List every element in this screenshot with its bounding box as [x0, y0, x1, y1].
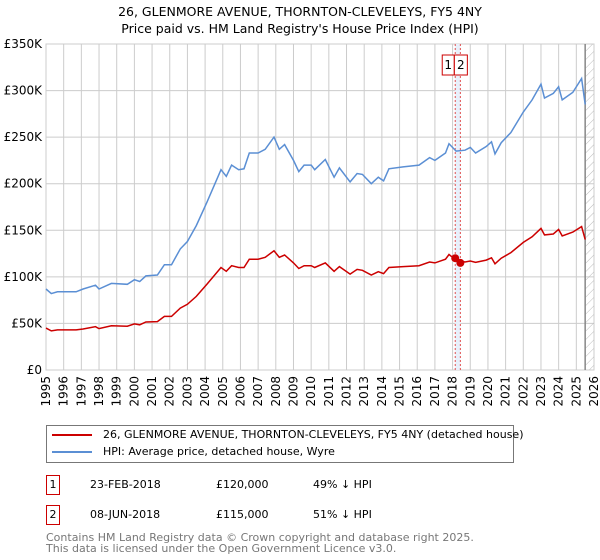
sale-band	[455, 44, 461, 370]
x-tick-label: 2011	[322, 376, 336, 407]
x-tick-label: 1999	[110, 376, 124, 407]
series-line	[45, 76, 586, 295]
y-tick-label: £350K	[4, 37, 44, 51]
x-tick-label: 2016	[410, 376, 424, 407]
chart-legend: 26, GLENMORE AVENUE, THORNTON-CLEVELEYS,…	[46, 425, 524, 463]
x-tick-label: 2000	[127, 376, 141, 407]
plot-area	[45, 43, 595, 371]
transaction-badge: 1	[46, 475, 60, 495]
x-tick-label: 2018	[446, 376, 460, 407]
x-tick-label: 2007	[251, 376, 265, 407]
x-tick-label: 2017	[428, 376, 442, 407]
x-tick-label: 2006	[233, 376, 247, 407]
chart-title: 26, GLENMORE AVENUE, THORNTON-CLEVELEYS,…	[118, 4, 482, 19]
x-tick-label: 2026	[587, 376, 600, 407]
x-tick-label: 2012	[340, 376, 354, 407]
x-tick-label: 2005	[216, 376, 230, 407]
y-tick-label: £250K	[4, 130, 44, 144]
y-tick-label: £50K	[11, 316, 43, 330]
x-tick-label: 2025	[569, 376, 583, 407]
legend-swatch-red	[52, 434, 92, 436]
sale-badge	[453, 54, 468, 76]
transaction-date: 23-FEB-2018	[90, 478, 161, 491]
legend-label: 26, GLENMORE AVENUE, THORNTON-CLEVELEYS,…	[103, 428, 524, 441]
x-tick-label: 2015	[393, 376, 407, 407]
x-tick-label: 2004	[198, 376, 212, 407]
transaction-hpi: 51% ↓ HPI	[313, 508, 372, 521]
y-tick-label: £200K	[4, 177, 44, 191]
x-tick-label: 1996	[57, 376, 71, 407]
x-tick-label: 2003	[180, 376, 194, 407]
x-tick-label: 1998	[92, 376, 106, 407]
footer-licence: This data is licensed under the Open Gov…	[46, 542, 397, 555]
series-line	[45, 225, 586, 332]
transaction-badge: 2	[46, 505, 60, 525]
chart-subtitle: Price paid vs. HM Land Registry's House …	[121, 21, 479, 36]
sale-badge-label: 1	[444, 58, 452, 72]
x-tick-label: 2021	[499, 376, 513, 407]
x-tick-label: 2023	[534, 376, 548, 407]
transaction-row: 1 23-FEB-2018 £120,000 49% ↓ HPI	[46, 475, 546, 495]
x-tick-label: 2008	[269, 376, 283, 407]
footer-copyright: Contains HM Land Registry data © Crown c…	[46, 531, 474, 544]
sale-point	[456, 258, 465, 267]
x-tick-label: 2001	[145, 376, 159, 407]
transaction-row: 2 08-JUN-2018 £115,000 51% ↓ HPI	[46, 505, 546, 525]
x-tick-label: 1997	[74, 376, 88, 407]
y-tick-label: £150K	[4, 223, 44, 237]
x-tick-label: 2002	[163, 376, 177, 407]
y-tick-label: £300K	[4, 84, 44, 98]
x-tick-label: 2013	[357, 376, 371, 407]
sale-badge-label: 2	[457, 58, 465, 72]
x-tick-label: 1995	[39, 376, 53, 407]
y-tick-label: £100K	[4, 270, 44, 284]
x-tick-label: 2020	[481, 376, 495, 407]
forecast-hatch	[585, 44, 594, 370]
sale-point	[451, 254, 460, 263]
legend-label: HPI: Average price, detached house, Wyre	[103, 445, 335, 458]
x-tick-label: 2010	[304, 376, 318, 407]
transaction-hpi: 49% ↓ HPI	[313, 478, 372, 491]
x-tick-label: 2019	[463, 376, 477, 407]
transaction-price: £120,000	[216, 478, 269, 491]
x-tick-label: 2022	[516, 376, 530, 407]
x-tick-label: 2024	[552, 376, 566, 407]
x-tick-label: 2014	[375, 376, 389, 407]
x-tick-label: 2009	[286, 376, 300, 407]
transaction-date: 08-JUN-2018	[90, 508, 161, 521]
y-tick-label: £0	[27, 363, 42, 377]
transaction-price: £115,000	[216, 508, 269, 521]
legend-swatch-blue	[52, 451, 92, 453]
